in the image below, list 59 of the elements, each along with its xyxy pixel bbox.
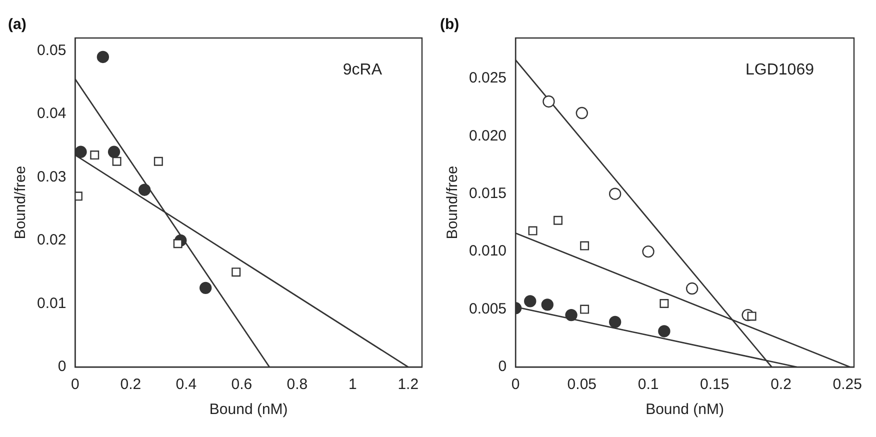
point bbox=[138, 184, 151, 196]
x-tick-label: 0 bbox=[511, 376, 520, 394]
y-tick-label: 0.02 bbox=[36, 232, 66, 249]
point bbox=[75, 146, 87, 158]
point bbox=[96, 50, 110, 64]
point bbox=[199, 282, 212, 294]
y-tick-label: 0.020 bbox=[468, 127, 507, 144]
x-tick-label: 1.2 bbox=[398, 376, 419, 394]
y-tick-label: 0 bbox=[58, 358, 66, 376]
x-tick-label: 0.6 bbox=[231, 376, 252, 394]
point bbox=[686, 282, 698, 295]
y-tick-label: 0.05 bbox=[36, 42, 66, 59]
point bbox=[541, 298, 554, 311]
x-tick-label: 0.25 bbox=[832, 376, 862, 394]
y-axis-title: Bound/free bbox=[444, 166, 462, 240]
y-tick-label: 0 bbox=[498, 358, 507, 376]
point bbox=[554, 216, 562, 225]
point bbox=[112, 156, 122, 166]
point bbox=[232, 268, 241, 277]
annotation: LGD1069 bbox=[746, 61, 814, 78]
point bbox=[747, 312, 756, 321]
point bbox=[173, 239, 182, 248]
y-tick-label: 0.025 bbox=[468, 70, 507, 87]
y-tick-label: 0.015 bbox=[468, 184, 507, 202]
x-tick-label: 0 bbox=[71, 376, 80, 394]
point bbox=[658, 325, 670, 338]
point bbox=[542, 95, 555, 108]
x-tick-label: 0.15 bbox=[700, 376, 730, 394]
x-axis-title: Bound (nM) bbox=[646, 401, 724, 418]
point bbox=[576, 106, 588, 120]
x-axis-title: Bound (nM) bbox=[209, 401, 288, 418]
point bbox=[608, 188, 622, 200]
point bbox=[565, 308, 578, 322]
x-tick-label: 0.4 bbox=[176, 376, 197, 394]
x-tick-label: 0.2 bbox=[120, 376, 142, 394]
point bbox=[528, 226, 538, 236]
y-tick-label: 0.04 bbox=[36, 105, 66, 122]
y-tick-label: 0.010 bbox=[468, 242, 507, 260]
y-tick-label: 0.01 bbox=[36, 294, 66, 312]
x-tick-label: 0.2 bbox=[770, 376, 792, 394]
chart-title: (b) bbox=[440, 16, 460, 34]
point bbox=[524, 295, 536, 308]
chart-title: (a) bbox=[8, 16, 26, 34]
y-tick-label: 0.03 bbox=[36, 168, 66, 186]
x-tick-label: 1 bbox=[348, 376, 357, 394]
y-tick-label: 0.005 bbox=[468, 300, 507, 318]
point bbox=[642, 245, 654, 258]
point bbox=[580, 304, 590, 314]
x-tick-label: 0.8 bbox=[286, 376, 308, 394]
point bbox=[608, 316, 622, 328]
x-tick-label: 0.05 bbox=[567, 376, 597, 394]
point bbox=[90, 150, 100, 160]
point bbox=[660, 299, 669, 308]
point bbox=[580, 241, 590, 250]
point bbox=[108, 146, 120, 158]
x-tick-label: 0.1 bbox=[638, 376, 659, 394]
y-axis-title: Bound/free bbox=[12, 166, 30, 240]
point bbox=[154, 156, 163, 166]
annotation: 9cRA bbox=[342, 61, 382, 78]
